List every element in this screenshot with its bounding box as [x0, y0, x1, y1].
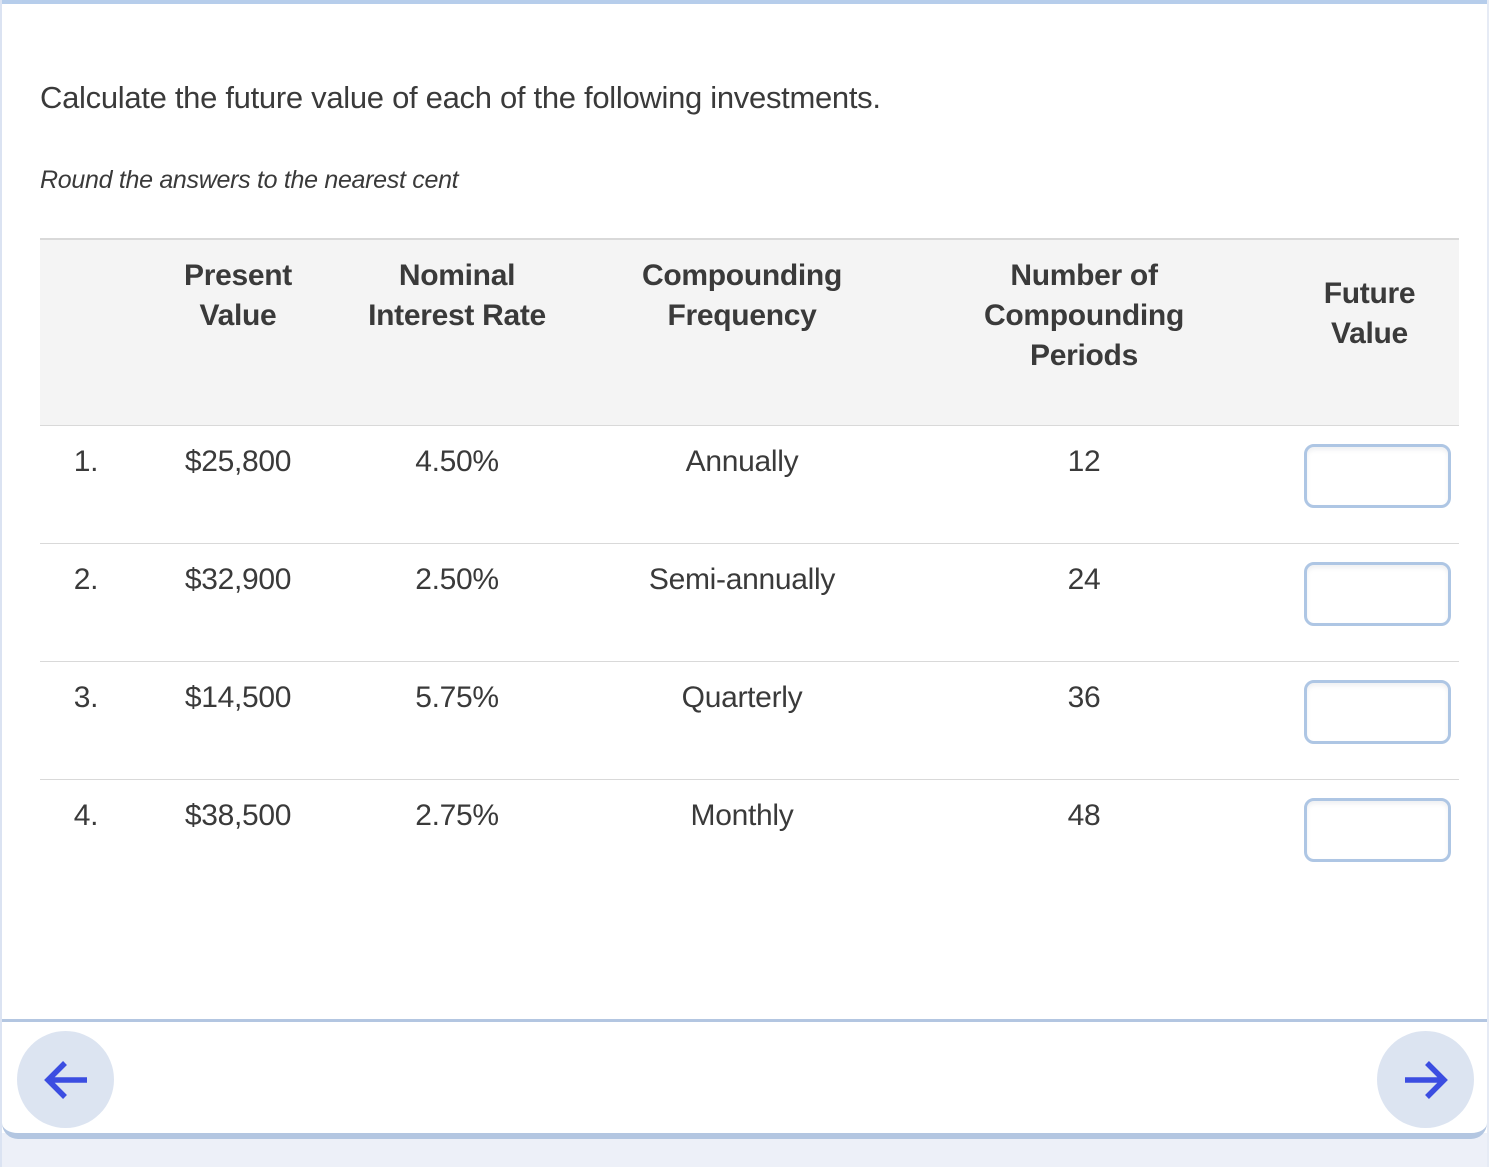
future-value-input-2[interactable] [1303, 561, 1451, 626]
future-value-cell [1254, 661, 1459, 779]
forward-arrow-icon [1401, 1055, 1451, 1105]
header-row-number [40, 239, 132, 425]
nominal-interest-rate-cell: 2.50% [415, 562, 499, 596]
investments-table: Present Value Nominal Interest Rate Comp… [40, 238, 1459, 897]
table-row: 2. $32,900 2.50% Semi-annually 24 [40, 543, 1459, 661]
question-title: Calculate the future value of each of th… [40, 80, 881, 115]
row-number: 4. [73, 798, 99, 832]
nominal-interest-rate-cell: 5.75% [415, 680, 499, 714]
back-arrow-icon [41, 1055, 91, 1105]
header-nominal-interest-rate-label: Nominal Interest Rate [368, 259, 546, 332]
compounding-periods-cell: 36 [1067, 680, 1101, 714]
table-header-row: Present Value Nominal Interest Rate Comp… [40, 239, 1459, 425]
header-future-value: Future Value [1254, 239, 1459, 425]
future-value-input-3[interactable] [1303, 679, 1451, 744]
header-present-value-label: Present Value [184, 259, 292, 332]
compounding-frequency-cell: Quarterly [681, 680, 803, 714]
future-value-cell [1254, 779, 1459, 897]
present-value-cell: $14,500 [184, 680, 292, 714]
header-nominal-interest-rate: Nominal Interest Rate [344, 239, 570, 425]
compounding-periods-cell: 12 [1067, 444, 1101, 478]
present-value-cell: $25,800 [184, 444, 292, 478]
table-row: 1. $25,800 4.50% Annually 12 [40, 425, 1459, 543]
compounding-periods-cell: 48 [1067, 798, 1101, 832]
present-value-cell: $32,900 [184, 562, 292, 596]
compounding-frequency-cell: Monthly [690, 798, 794, 832]
bottom-navigation-bar [2, 1019, 1487, 1139]
back-button[interactable] [17, 1031, 114, 1128]
header-number-of-compounding-periods-label: Number of Compounding Periods [984, 259, 1184, 372]
future-value-input-4[interactable] [1303, 797, 1451, 862]
row-number: 1. [73, 444, 99, 478]
future-value-cell [1254, 543, 1459, 661]
forward-button[interactable] [1377, 1031, 1474, 1128]
future-value-input-1[interactable] [1303, 443, 1451, 508]
header-compounding-frequency-label: Compounding Frequency [642, 259, 842, 332]
header-compounding-frequency: Compounding Frequency [570, 239, 914, 425]
compounding-periods-cell: 24 [1067, 562, 1101, 596]
table-row: 4. $38,500 2.75% Monthly 48 [40, 779, 1459, 897]
nominal-interest-rate-cell: 2.75% [415, 798, 499, 832]
row-number: 2. [73, 562, 99, 596]
header-number-of-compounding-periods: Number of Compounding Periods [914, 239, 1254, 425]
present-value-cell: $38,500 [184, 798, 292, 832]
compounding-frequency-cell: Semi-annually [648, 562, 836, 596]
row-number: 3. [73, 680, 99, 714]
future-value-cell [1254, 425, 1459, 543]
page-top-accent-line [2, 0, 1487, 4]
question-instruction: Round the answers to the nearest cent [40, 166, 459, 194]
header-future-value-label: Future Value [1323, 277, 1416, 350]
header-present-value: Present Value [132, 239, 344, 425]
nominal-interest-rate-cell: 4.50% [415, 444, 499, 478]
compounding-frequency-cell: Annually [685, 444, 799, 478]
table-row: 3. $14,500 5.75% Quarterly 36 [40, 661, 1459, 779]
